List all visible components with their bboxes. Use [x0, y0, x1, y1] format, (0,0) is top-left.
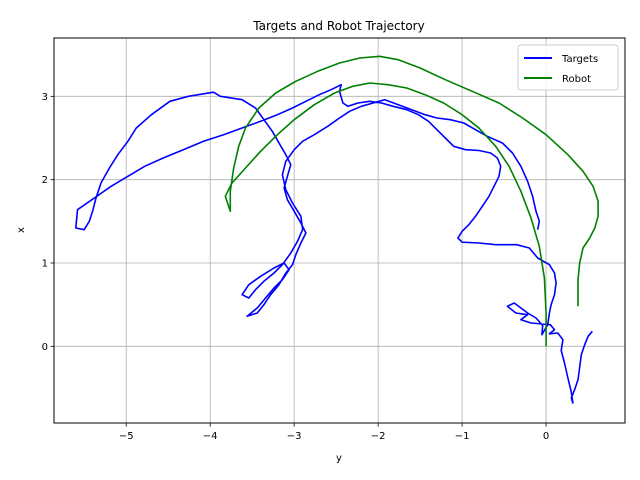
- chart-title: Targets and Robot Trajectory: [252, 19, 424, 33]
- x-tick-label: −5: [119, 431, 134, 442]
- series-line-robot: [224, 55, 599, 347]
- y-tick-label: 0: [42, 342, 48, 353]
- x-tick-label: −3: [287, 431, 302, 442]
- legend-label-robot: Robot: [562, 74, 591, 85]
- grid: [54, 38, 625, 423]
- ticks: −5 −4 −3 −2 −1 0 0 1 2 3: [42, 92, 550, 442]
- y-tick-label: 2: [42, 175, 48, 186]
- x-tick-label: −2: [371, 431, 386, 442]
- x-tick-label: −4: [203, 431, 218, 442]
- legend: Targets Robot: [517, 44, 619, 91]
- y-tick-label: 1: [42, 259, 48, 270]
- series-layer: [75, 55, 599, 404]
- legend-label-targets: Targets: [561, 54, 598, 65]
- x-axis-label: y: [336, 453, 342, 464]
- x-tick-label: 0: [543, 431, 549, 442]
- series-line-targets: [75, 83, 593, 404]
- y-axis-label: x: [16, 227, 27, 233]
- plot-frame: [53, 37, 626, 424]
- y-tick-label: 3: [42, 92, 48, 103]
- x-tick-label: −1: [455, 431, 470, 442]
